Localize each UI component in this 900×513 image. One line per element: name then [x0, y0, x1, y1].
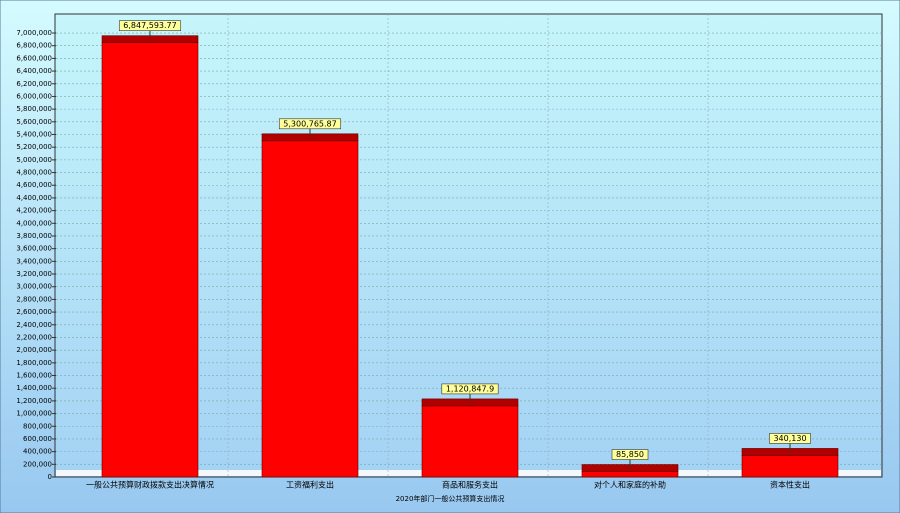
value-label: 6,847,593.77	[123, 21, 176, 30]
y-tick-label: 5,800,000	[16, 105, 52, 113]
y-tick-label: 1,400,000	[16, 384, 52, 392]
y-tick-label: 5,200,000	[16, 143, 52, 151]
y-tick-label: 1,000,000	[16, 410, 52, 418]
bar	[581, 471, 679, 478]
bar	[261, 140, 359, 478]
bar	[101, 42, 199, 478]
y-tick-label: 4,400,000	[16, 194, 52, 202]
x-tick-label: 对个人和家庭的补助	[594, 480, 666, 490]
y-tick-label: 800,000	[23, 422, 52, 430]
y-tick-label: 5,600,000	[16, 118, 52, 126]
y-tick-label: 400,000	[23, 448, 52, 456]
y-tick-label: 600,000	[23, 435, 52, 443]
bar	[421, 405, 519, 478]
value-label: 5,300,765.87	[283, 119, 336, 128]
value-label: 340,130	[773, 434, 806, 443]
y-tick-label: 1,200,000	[16, 397, 52, 405]
y-tick-label: 2,400,000	[16, 321, 52, 329]
y-tick-label: 1,600,000	[16, 372, 52, 380]
y-tick-label: 200,000	[23, 460, 52, 468]
y-tick-label: 6,600,000	[16, 54, 52, 62]
x-tick-label: 资本性支出	[770, 480, 810, 490]
y-tick-label: 3,600,000	[16, 245, 52, 253]
y-tick-label: 6,200,000	[16, 80, 52, 88]
y-tick-label: 3,200,000	[16, 270, 52, 278]
y-tick-label: 4,200,000	[16, 207, 52, 215]
y-tick-label: 4,000,000	[16, 219, 52, 227]
y-tick-label: 2,200,000	[16, 333, 52, 341]
x-tick-label: 工资福利支出	[286, 480, 334, 490]
y-tick-label: 3,800,000	[16, 232, 52, 240]
value-label: 85,850	[616, 450, 644, 459]
y-tick-label: 5,400,000	[16, 131, 52, 139]
y-tick-label: 6,400,000	[16, 67, 52, 75]
value-label-box	[611, 449, 649, 460]
y-tick-label: 1,800,000	[16, 359, 52, 367]
x-tick-label: 一般公共预算财政拨款支出决算情况	[86, 480, 214, 490]
value-label: 1,120,847.9	[446, 384, 494, 393]
bar	[741, 455, 839, 478]
y-tick-label: 5,000,000	[16, 156, 52, 164]
y-tick-label: 3,000,000	[16, 283, 52, 291]
x-axis-title: 2020年部门一般公共预算支出情况	[396, 494, 505, 503]
y-tick-label: 7,000,000	[16, 29, 52, 37]
y-tick-label: 2,000,000	[16, 346, 52, 354]
value-label-box	[769, 433, 811, 444]
y-tick-label: 2,800,000	[16, 295, 52, 303]
value-label-box	[441, 383, 499, 395]
y-tick-label: 6,800,000	[16, 42, 52, 50]
y-tick-label: 2,600,000	[16, 308, 52, 316]
x-tick-label: 商品和服务支出	[442, 480, 498, 490]
y-tick-label: 4,800,000	[16, 169, 52, 177]
y-tick-label: 4,600,000	[16, 181, 52, 189]
y-tick-label: 0	[48, 473, 52, 481]
value-label-box	[278, 118, 342, 130]
y-tick-label: 3,400,000	[16, 257, 52, 265]
y-tick-label: 6,000,000	[16, 92, 52, 100]
value-label-box	[118, 20, 182, 31]
